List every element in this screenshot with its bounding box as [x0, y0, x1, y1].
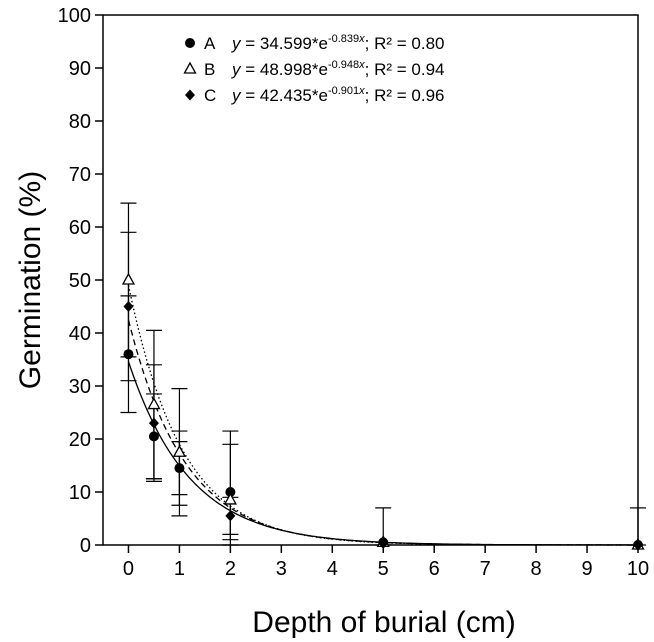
x-tick-label: 0 — [123, 558, 134, 580]
data-point-a — [225, 487, 236, 497]
legend-equation: y = 34.599*e-0.839x; R² = 0.80 — [231, 33, 445, 53]
data-point-c — [378, 537, 389, 549]
fit-curve-b — [127, 285, 638, 546]
y-tick-label: 90 — [69, 58, 91, 80]
y-tick-label: 60 — [69, 217, 91, 239]
data-point-c — [123, 301, 134, 312]
y-tick-label: 100 — [58, 5, 91, 27]
data-point-b — [147, 397, 161, 410]
legend-marker-a — [185, 38, 195, 48]
data-point-c — [225, 510, 236, 522]
x-tick-label: 4 — [327, 558, 338, 580]
y-tick-label: 20 — [69, 429, 91, 451]
x-tick-label: 10 — [627, 558, 649, 580]
data-markers — [121, 272, 645, 551]
y-tick-label: 70 — [69, 164, 91, 186]
legend-series-name: C — [204, 86, 216, 105]
error-bars — [120, 202, 646, 546]
y-tick-label: 40 — [69, 323, 91, 345]
y-tick-label: 30 — [69, 376, 91, 398]
y-axis-title: Germination (%) — [14, 171, 47, 389]
fit-curves — [127, 285, 638, 546]
y-tick-label: 0 — [80, 535, 91, 557]
data-point-a — [123, 349, 134, 360]
legend-equation: y = 42.435*e-0.901x; R² = 0.96 — [231, 85, 445, 105]
x-tick-label: 2 — [225, 558, 236, 580]
legend-marker-b — [183, 61, 197, 74]
x-tick-label: 1 — [174, 558, 185, 580]
data-point-b — [223, 492, 237, 505]
data-point-b — [121, 272, 136, 285]
x-tick-label: 5 — [378, 558, 389, 580]
y-tick-label: 80 — [69, 111, 91, 133]
x-tick-label: 6 — [429, 558, 440, 580]
x-axis-title: Depth of burial (cm) — [252, 606, 515, 639]
y-tick-label: 10 — [69, 482, 91, 504]
x-tick-label: 3 — [276, 558, 287, 580]
legend-equation: y = 48.998*e-0.948x; R² = 0.94 — [231, 59, 445, 79]
x-tick-label: 7 — [480, 558, 491, 580]
axis-ticks: 0 10 20 30 40 50 60 70 80 90 100 0 1 2 3 4 5 6 7 8 9 10 — [58, 5, 650, 580]
x-tick-label: 8 — [531, 558, 542, 580]
data-point-c — [148, 417, 159, 429]
legend-marker-c — [185, 89, 195, 101]
legend-series-name: A — [204, 34, 216, 53]
data-point-c — [174, 462, 185, 474]
legend-series-name: B — [204, 60, 215, 79]
data-point-a — [148, 431, 159, 442]
data-point-b — [172, 444, 187, 457]
y-tick-label: 50 — [69, 270, 91, 292]
x-tick-label: 9 — [581, 558, 592, 580]
